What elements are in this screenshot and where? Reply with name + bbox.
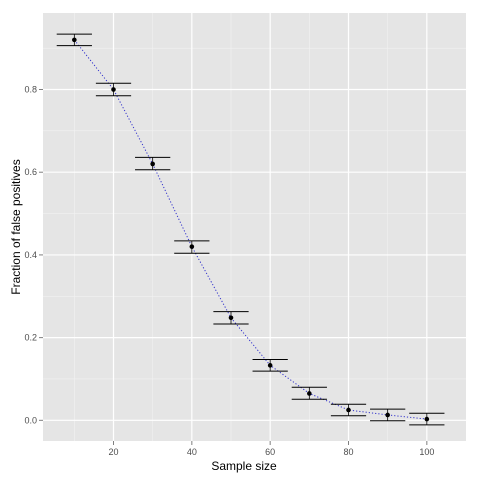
data-point xyxy=(267,363,273,368)
y-tick-label: 0.8 xyxy=(24,85,37,95)
plot-panel xyxy=(43,13,466,441)
data-point xyxy=(228,315,234,321)
error-bars xyxy=(56,33,445,426)
data-point xyxy=(346,407,351,413)
x-tick-label: 40 xyxy=(187,447,197,457)
data-point xyxy=(111,87,116,92)
y-axis-title: Fraction of false positives xyxy=(9,159,23,294)
data-point xyxy=(150,161,155,167)
y-tick-label: 0.6 xyxy=(24,167,37,177)
x-tick-label: 20 xyxy=(108,447,118,457)
x-axis: 20 40 60 80 100 xyxy=(108,441,434,457)
y-axis: 0.0 0.2 0.4 0.6 0.8 xyxy=(24,85,43,425)
y-tick-label: 0.0 xyxy=(24,415,37,425)
data-point xyxy=(385,412,390,418)
x-tick-label: 100 xyxy=(419,447,434,457)
y-tick-label: 0.2 xyxy=(24,333,37,343)
x-tick-label: 80 xyxy=(343,447,353,457)
x-axis-title: Sample size xyxy=(211,459,277,473)
data-point xyxy=(189,244,195,249)
data-points xyxy=(72,37,430,422)
x-tick-label: 60 xyxy=(265,447,275,457)
y-tick-label: 0.4 xyxy=(24,250,37,260)
data-point xyxy=(72,37,77,43)
data-point xyxy=(307,391,312,396)
data-point xyxy=(424,416,430,422)
